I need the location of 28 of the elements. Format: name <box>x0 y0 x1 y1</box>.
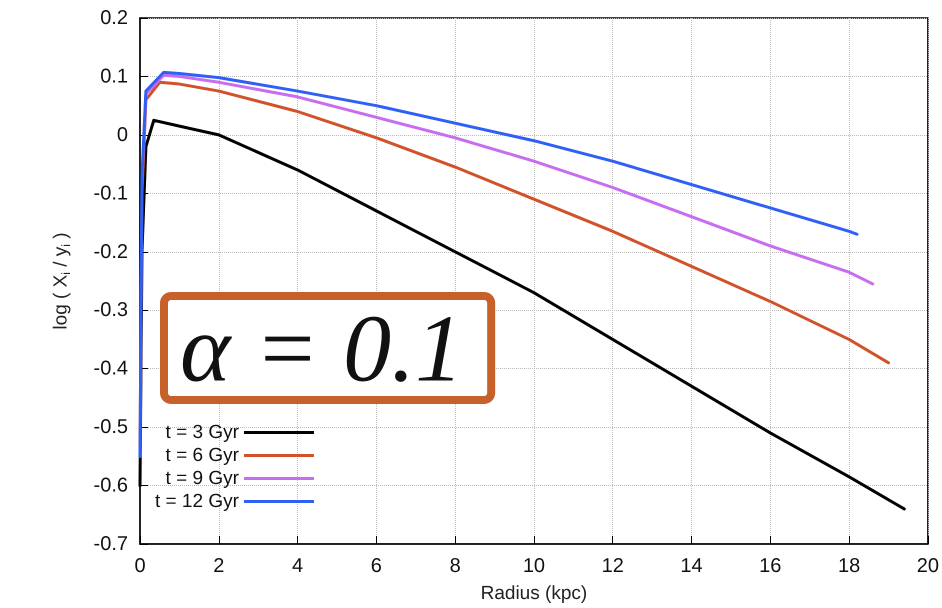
y-axis-title: log ( Xi / yi ) <box>50 232 73 330</box>
x-tick-label: 0 <box>134 555 146 577</box>
y-tick-label: -0.2 <box>94 240 128 263</box>
x-tick-label: 16 <box>759 555 782 577</box>
legend-label: t = 3 Gyr <box>166 422 240 443</box>
y-tick-label: -0.7 <box>94 533 128 555</box>
y-tick-label: -0.5 <box>94 416 128 438</box>
x-tick-label: 12 <box>602 555 624 577</box>
legend-label: t = 6 Gyr <box>166 445 240 466</box>
x-axis-title: Radius (kpc) <box>480 583 588 604</box>
x-tick-label: 10 <box>522 555 546 577</box>
x-tick-label: 14 <box>680 555 703 577</box>
x-tick-label: 6 <box>370 555 382 577</box>
legend-label: t = 9 Gyr <box>166 468 240 489</box>
x-tick-label: 20 <box>916 555 939 577</box>
x-tick-label: 8 <box>450 555 461 577</box>
x-tick-label: 2 <box>213 555 224 577</box>
y-tick-label: -0.6 <box>94 474 128 497</box>
x-tick-label: 18 <box>838 555 860 577</box>
y-tick-label: -0.3 <box>94 299 128 322</box>
y-tick-label: -0.4 <box>94 358 128 380</box>
annotation: α = 0.1 <box>180 294 464 402</box>
x-tick-label: 4 <box>292 555 304 577</box>
legend-label: t = 12 Gyr <box>155 491 240 512</box>
y-tick-label: 0.2 <box>100 7 128 29</box>
y-tick-label: 0 <box>116 124 128 146</box>
y-tick-label: -0.1 <box>94 182 128 204</box>
y-tick-label: 0.1 <box>100 65 128 88</box>
